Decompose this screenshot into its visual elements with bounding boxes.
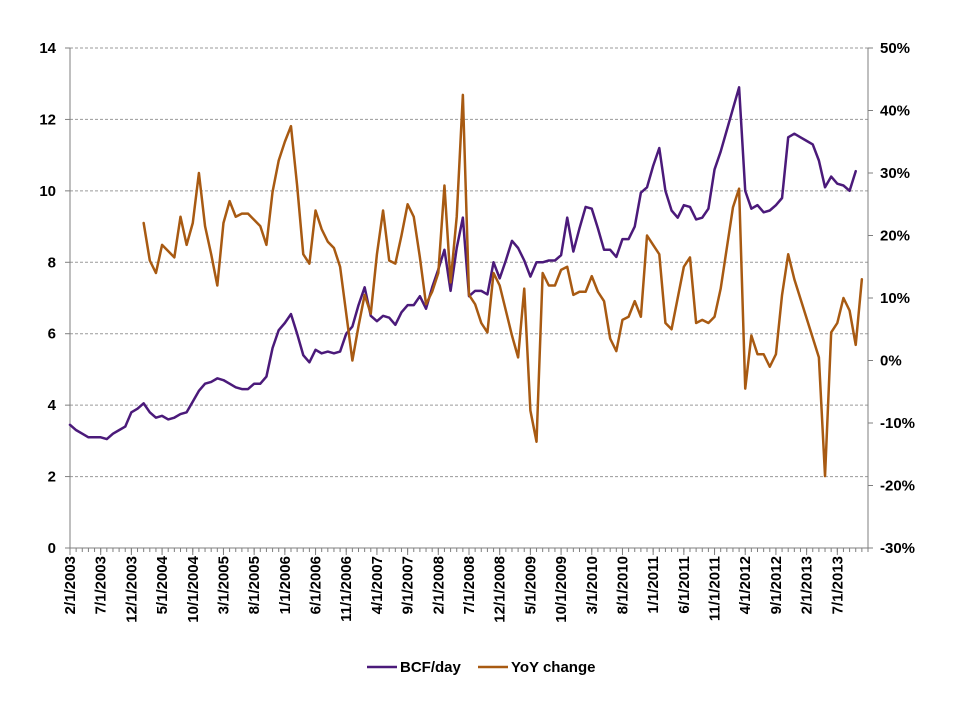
y-right-tick-label: 40%	[880, 103, 910, 120]
x-tick-label: 4/1/2012	[737, 556, 754, 614]
x-tick-label: 7/1/2013	[829, 556, 846, 614]
series-line-bcf-per-day	[68, 86, 857, 441]
x-tick-label: 7/1/2003	[93, 556, 110, 614]
y-left-tick-label: 6	[48, 326, 56, 343]
x-tick-label: 12/1/2008	[492, 556, 509, 623]
legend-item-yoy-change-label: YoY change	[511, 659, 595, 676]
y-right-tick-label: -30%	[880, 540, 915, 557]
series-line-yoy-change	[142, 93, 864, 478]
y-right-tick-label: 30%	[880, 165, 910, 182]
y-left-tick-label: 10	[39, 183, 56, 200]
x-tick-label: 9/1/2012	[768, 556, 785, 614]
x-tick-label: 12/1/2003	[123, 556, 140, 623]
y-left-tick-label: 14	[39, 40, 56, 57]
x-tick-label: 2/1/2003	[62, 556, 79, 614]
y-right-tick-label: -20%	[880, 478, 915, 495]
x-tick-label: 10/1/2009	[553, 556, 570, 623]
x-tick-label: 10/1/2004	[185, 555, 202, 622]
x-tick-label: 5/1/2004	[154, 555, 171, 614]
x-tick-label: 7/1/2008	[461, 556, 478, 614]
x-tick-label: 6/1/2011	[676, 556, 693, 614]
y-right-tick-label: 50%	[880, 40, 910, 57]
y-left-tick-label: 0	[48, 540, 56, 557]
x-tick-label: 3/1/2010	[584, 556, 601, 614]
y-right-tick-label: 20%	[880, 228, 910, 245]
x-tick-label: 11/1/2006	[338, 556, 355, 622]
y-left-tick-label: 2	[48, 469, 56, 486]
x-tick-label: 5/1/2009	[522, 556, 539, 614]
x-tick-label: 1/1/2006	[277, 556, 294, 614]
x-tick-label: 8/1/2005	[246, 556, 263, 614]
x-tick-label: 1/1/2011	[645, 556, 662, 614]
y-right-tick-label: -10%	[880, 415, 915, 432]
y-right-tick-label: 10%	[880, 290, 910, 307]
y-right-tick-label: 0%	[880, 353, 902, 370]
x-tick-label: 2/1/2008	[430, 556, 447, 614]
y-left-tick-label: 8	[48, 254, 56, 271]
x-tick-label: 2/1/2013	[799, 556, 816, 614]
y-left-tick-label: 12	[39, 111, 56, 128]
x-tick-label: 6/1/2006	[308, 556, 325, 614]
x-tick-label: 3/1/2005	[215, 556, 232, 614]
x-tick-label: 4/1/2007	[369, 556, 386, 614]
x-tick-label: 11/1/2011	[707, 556, 724, 621]
y-left-tick-label: 4	[48, 397, 57, 414]
legend-item-bcf-per-day-label: BCF/day	[400, 659, 462, 676]
x-tick-label: 8/1/2010	[614, 556, 631, 614]
x-tick-label: 9/1/2007	[400, 556, 417, 614]
